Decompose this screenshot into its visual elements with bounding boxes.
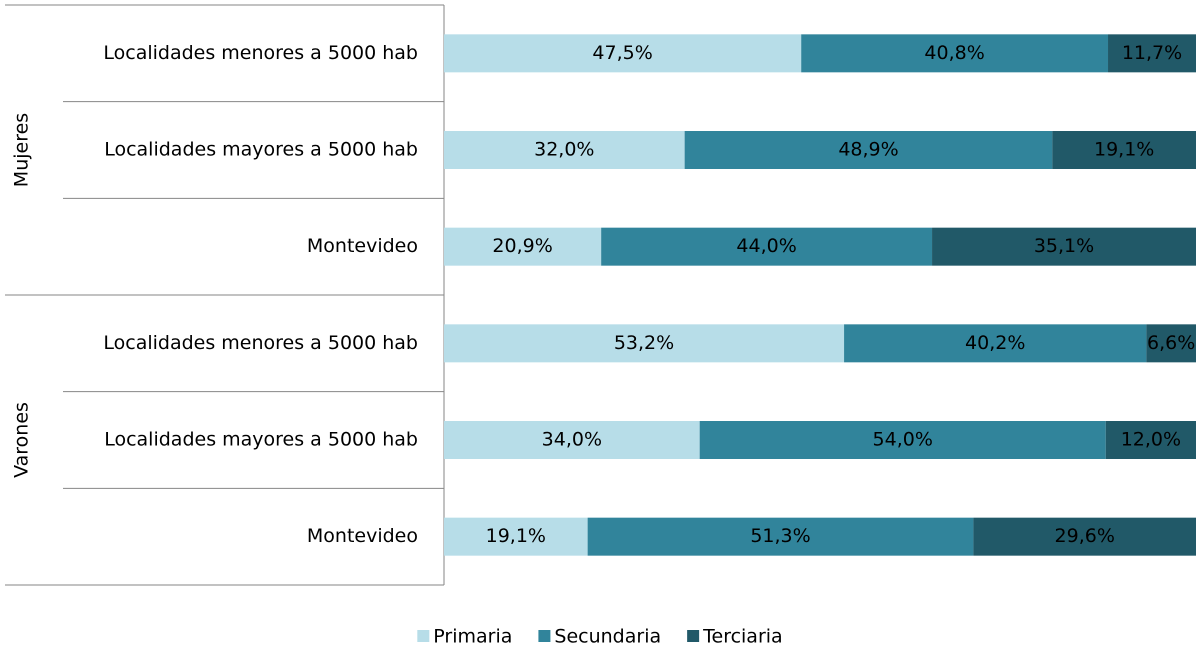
bar-segment: [1105, 421, 1196, 459]
data-label: 53,2%: [614, 332, 674, 354]
bar-segment: [444, 34, 802, 73]
category-label: Localidades mayores a 5000 hab: [104, 429, 418, 451]
legend-label: Primaria: [433, 626, 512, 648]
data-label: 40,2%: [965, 332, 1025, 354]
group-label: Varones: [11, 402, 33, 478]
bar-segment: [801, 34, 1109, 73]
bar-segment: [444, 421, 700, 459]
bar-segment: [444, 517, 588, 556]
category-label: Montevideo: [307, 525, 418, 547]
category-label: Localidades mayores a 5000 hab: [104, 139, 418, 161]
legend-swatch: [538, 630, 551, 642]
bar-segment: [932, 227, 1196, 266]
bar-segment: [601, 227, 933, 266]
data-label: 19,1%: [486, 525, 546, 547]
data-label: 54,0%: [873, 429, 933, 451]
data-label: 35,1%: [1034, 235, 1094, 257]
category-label: Localidades menores a 5000 hab: [103, 42, 418, 64]
data-label: 6,6%: [1147, 332, 1195, 354]
data-label: 44,0%: [736, 235, 796, 257]
data-label: 34,0%: [542, 429, 602, 451]
bar-segment: [444, 227, 602, 266]
bar-segment: [1146, 324, 1196, 363]
category-label: Montevideo: [307, 235, 418, 257]
data-label: 20,9%: [492, 235, 552, 257]
data-label: 19,1%: [1094, 139, 1154, 161]
legend-label: Terciaria: [702, 626, 783, 648]
category-label: Localidades menores a 5000 hab: [103, 332, 418, 354]
legend-label: Secundaria: [554, 626, 661, 648]
bar-segment: [973, 517, 1196, 556]
data-label: 12,0%: [1121, 429, 1181, 451]
legend-swatch: [417, 630, 430, 642]
legend-swatch: [687, 630, 700, 642]
bar-segment: [444, 131, 685, 169]
bar-segment: [699, 421, 1106, 459]
data-label: 51,3%: [750, 525, 810, 547]
data-label: 32,0%: [534, 139, 594, 161]
bar-segment: [1108, 34, 1196, 73]
data-label: 47,5%: [592, 42, 652, 64]
data-label: 48,9%: [838, 139, 898, 161]
data-label: 40,8%: [924, 42, 984, 64]
bar-segment: [1052, 131, 1196, 169]
bar-segment: [684, 131, 1053, 169]
bar-segment: [844, 324, 1147, 363]
data-label: 11,7%: [1122, 42, 1182, 64]
bar-segment: [587, 517, 974, 556]
group-label: Mujeres: [11, 113, 33, 187]
bar-segment: [444, 324, 845, 363]
data-label: 29,6%: [1055, 525, 1115, 547]
